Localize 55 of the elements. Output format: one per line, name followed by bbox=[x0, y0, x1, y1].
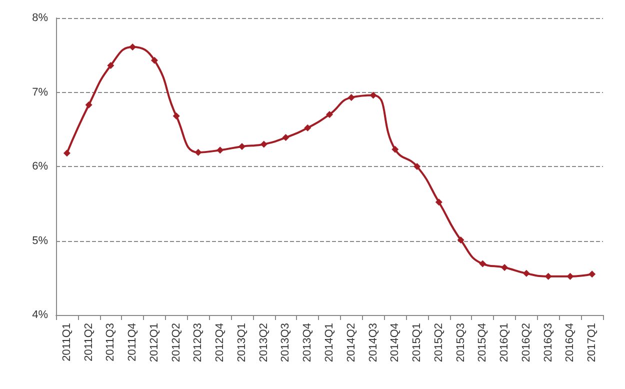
x-tick-label: 2011Q2 bbox=[82, 323, 95, 362]
y-tick-label: 7% bbox=[32, 86, 48, 98]
point bbox=[348, 94, 355, 101]
point bbox=[522, 270, 530, 277]
point bbox=[238, 142, 246, 150]
x-tick-label: 2015Q1 bbox=[411, 323, 424, 362]
x-tick-label: 2012Q3 bbox=[192, 323, 204, 362]
x-tick-label: 2015Q2 bbox=[432, 323, 445, 362]
x-tick-label: 2011Q1 bbox=[60, 323, 73, 362]
point bbox=[63, 150, 70, 157]
x-tick-label: 2014Q3 bbox=[367, 323, 380, 362]
x-tick-label: 2014Q4 bbox=[389, 323, 402, 362]
x-tick-label: 2016Q2 bbox=[520, 323, 532, 362]
point bbox=[588, 270, 596, 278]
x-tick-label: 2016Q4 bbox=[564, 323, 576, 362]
point bbox=[392, 146, 399, 153]
point bbox=[85, 101, 92, 108]
y-tick-label: 4% bbox=[32, 309, 48, 321]
point bbox=[107, 62, 114, 70]
point bbox=[216, 146, 224, 154]
x-tick-label: 2013Q1 bbox=[236, 323, 248, 362]
x-tick-label: 2012Q2 bbox=[170, 323, 182, 362]
point bbox=[414, 163, 421, 170]
point bbox=[501, 264, 508, 271]
x-tick-label: 2016Q1 bbox=[498, 323, 511, 362]
point bbox=[566, 272, 574, 280]
x-tick-label: 2013Q3 bbox=[280, 323, 292, 362]
x-tick-label: 2014Q2 bbox=[345, 323, 358, 362]
x-tick-label: 2011Q3 bbox=[104, 323, 117, 362]
y-tick-label: 8% bbox=[32, 12, 48, 24]
x-tick-label: 2013Q2 bbox=[258, 323, 270, 362]
x-tick-label: 2015Q4 bbox=[476, 323, 489, 362]
x-tick-label: 2015Q3 bbox=[454, 323, 467, 362]
point bbox=[370, 92, 377, 99]
x-tick-label: 2011Q4 bbox=[126, 323, 139, 362]
x-tick-label: 2014Q1 bbox=[324, 323, 336, 362]
y-tick-label: 5% bbox=[32, 234, 48, 247]
point bbox=[150, 56, 158, 64]
x-tick-label: 2016Q3 bbox=[542, 323, 554, 362]
point bbox=[260, 140, 268, 148]
x-tick-label: 2012Q1 bbox=[148, 323, 160, 362]
point bbox=[544, 272, 552, 280]
point bbox=[304, 124, 312, 132]
point bbox=[457, 236, 464, 244]
point bbox=[172, 112, 180, 120]
point bbox=[282, 134, 290, 142]
point bbox=[479, 260, 486, 268]
point bbox=[129, 43, 136, 50]
y-tick-label: 6% bbox=[32, 160, 48, 172]
point bbox=[435, 198, 442, 206]
x-tick-label: 2012Q4 bbox=[214, 323, 226, 362]
point bbox=[326, 111, 333, 118]
x-tick-label: 2013Q4 bbox=[302, 323, 314, 362]
point bbox=[194, 148, 202, 156]
x-tick-label: 2017Q1 bbox=[586, 323, 598, 362]
